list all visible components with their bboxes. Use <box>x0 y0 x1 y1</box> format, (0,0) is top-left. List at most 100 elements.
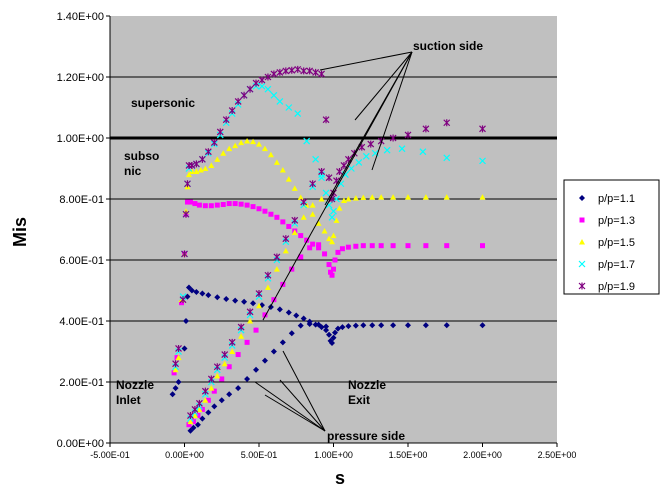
data-point <box>262 208 268 214</box>
data-point <box>194 421 201 428</box>
data-point <box>276 68 284 76</box>
data-point <box>214 156 221 162</box>
data-point <box>300 198 308 206</box>
data-point <box>282 235 290 243</box>
annotation-nozzle-inlet-2: Inlet <box>116 393 141 407</box>
data-point <box>232 201 238 207</box>
data-point <box>196 406 203 412</box>
data-point <box>244 339 250 345</box>
leader-lines <box>254 51 413 432</box>
data-point <box>179 296 187 304</box>
data-point <box>282 247 289 254</box>
data-point <box>325 201 333 209</box>
data-point <box>202 165 209 171</box>
data-point <box>288 66 296 74</box>
x-tick-label: 2.50E+00 <box>538 450 577 460</box>
x-tick-label: 1.50E+00 <box>389 450 428 460</box>
data-point <box>228 107 236 115</box>
data-point <box>276 97 284 105</box>
data-point <box>204 148 212 156</box>
data-point <box>258 82 266 90</box>
data-point <box>276 306 283 313</box>
legend-entry-1: p/p=1.1 <box>598 193 635 205</box>
data-point <box>312 68 320 76</box>
data-point <box>360 243 366 249</box>
data-point <box>353 243 359 249</box>
plot-area <box>110 16 557 443</box>
data-point <box>318 70 326 78</box>
data-point <box>322 251 328 257</box>
data-point <box>185 171 192 178</box>
data-point <box>234 97 242 105</box>
data-point <box>294 65 302 73</box>
data-point <box>238 201 244 207</box>
data-point <box>329 272 335 278</box>
x-tick-label: -5.00E-01 <box>90 450 130 460</box>
data-point <box>185 284 192 291</box>
series-3 <box>172 138 486 425</box>
annotation-supersonic: supersonic <box>131 96 195 110</box>
data-point <box>479 157 486 165</box>
data-point <box>331 266 336 272</box>
data-point <box>280 219 286 225</box>
data-point <box>323 327 330 334</box>
data-point <box>221 351 229 359</box>
data-point <box>318 174 326 182</box>
data-point <box>175 354 182 361</box>
data-point <box>208 203 214 209</box>
legend-marker-3 <box>579 239 585 245</box>
legend: p/p=1.1 p/p=1.3 p/p=1.5 p/p=1.7 p/p=1.9 <box>563 179 660 295</box>
data-point <box>329 339 336 346</box>
legend-marker-1 <box>579 195 585 201</box>
data-point <box>219 376 225 382</box>
data-point <box>291 229 298 236</box>
data-point <box>201 387 209 395</box>
data-point <box>196 202 202 208</box>
data-point <box>304 237 310 243</box>
data-point <box>443 194 450 200</box>
data-point <box>246 85 254 93</box>
x-axis-title: s <box>335 468 345 488</box>
data-point <box>316 245 322 251</box>
data-point <box>172 360 179 368</box>
data-point <box>298 233 304 239</box>
data-point <box>297 322 304 329</box>
data-point <box>232 297 239 304</box>
data-point <box>303 137 311 145</box>
data-point <box>253 366 260 373</box>
data-point <box>210 139 218 147</box>
data-point <box>223 296 230 303</box>
data-point <box>270 91 278 99</box>
data-point <box>309 180 317 188</box>
data-point <box>285 104 293 111</box>
legend-markers <box>578 195 586 290</box>
data-points <box>169 65 486 434</box>
data-point <box>268 211 274 217</box>
data-point <box>345 196 352 202</box>
data-point <box>226 391 233 398</box>
data-point <box>291 185 298 191</box>
data-point <box>172 385 179 392</box>
leader-suction-side <box>371 51 413 171</box>
data-point <box>279 167 286 173</box>
data-point <box>264 271 272 279</box>
data-point <box>310 241 316 247</box>
data-point <box>335 249 341 255</box>
data-point <box>244 202 250 208</box>
data-point <box>331 329 338 336</box>
data-point <box>253 327 259 333</box>
axis-ticks: 0.00E+00 2.00E-01 4.00E-01 6.00E-01 8.00E-01… <box>57 11 577 460</box>
data-point <box>187 427 194 434</box>
data-point <box>229 348 236 354</box>
data-point <box>339 324 346 331</box>
y-tick-label: 4.00E-01 <box>59 316 104 328</box>
legend-box <box>563 179 660 295</box>
data-point <box>362 152 370 160</box>
data-point <box>175 344 182 352</box>
data-point <box>182 210 190 218</box>
data-point <box>208 162 215 168</box>
data-point <box>422 194 429 200</box>
y-tick-label: 1.00E+00 <box>57 133 104 145</box>
data-point <box>190 419 196 425</box>
data-point <box>198 155 206 163</box>
